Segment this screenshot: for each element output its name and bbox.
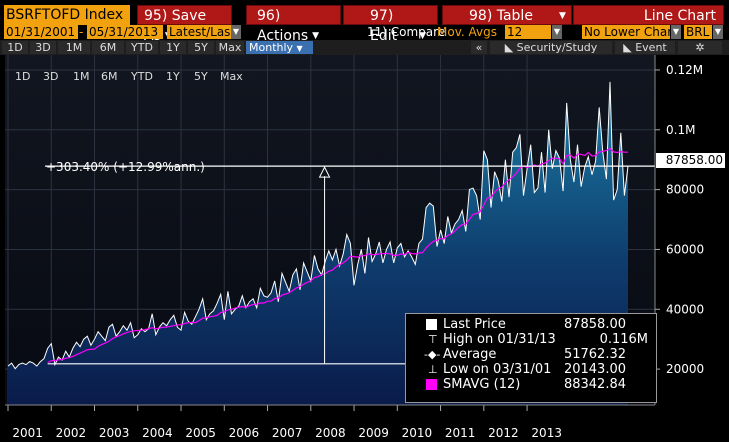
lower-chart-select[interactable]: No Lower Char: [582, 25, 670, 39]
chart-range-1m-button[interactable]: 1M: [73, 70, 90, 83]
legend-last-price-label: Last Price: [443, 317, 506, 332]
range-3d-button[interactable]: 3D: [30, 41, 56, 54]
x-tick-label: 2013: [531, 426, 562, 440]
y-tick-label: 20000: [666, 362, 704, 376]
range-1d-button[interactable]: 1D: [2, 41, 28, 54]
start-date-field[interactable]: 01/31/2001: [4, 25, 78, 39]
x-tick-label: 2012: [488, 426, 519, 440]
tool-icon: ◣: [504, 41, 514, 54]
chart-range-3d-button[interactable]: 3D: [43, 70, 59, 83]
periodicity-select[interactable]: Monthly ▼: [246, 41, 313, 54]
legend: Last Price 87858.00 ⊤ High on 01/31/13 0…: [405, 313, 657, 403]
y-axis: 20000 40000 60000 80000 0.1M 0.12M: [655, 63, 704, 376]
y-tick-label: 0.12M: [666, 63, 703, 77]
chart-range-max-button[interactable]: Max: [220, 70, 243, 83]
period-field[interactable]: 12: [505, 25, 551, 39]
end-date-field[interactable]: 05/31/2013: [87, 25, 163, 39]
nav-back-button[interactable]: «: [471, 41, 487, 54]
chart-range-1d-button[interactable]: 1D: [15, 70, 31, 83]
chart-range-5y-button[interactable]: 5Y: [194, 70, 208, 83]
chart-range-1y-button[interactable]: 1Y: [166, 70, 180, 83]
range-ytd-button[interactable]: YTD: [126, 41, 158, 54]
chart-range-ytd-button[interactable]: YTD: [131, 70, 153, 83]
low-marker-icon: ⊥: [428, 363, 438, 376]
chevron-down-icon[interactable]: ▼: [552, 25, 562, 39]
table-button[interactable]: 98) Table ▼: [442, 5, 572, 25]
x-tick-label: 2007: [272, 426, 303, 440]
event-button[interactable]: ◣ Event: [615, 41, 675, 54]
chevron-down-icon: ▼: [312, 31, 320, 41]
chevron-down-icon: ▼: [296, 44, 303, 53]
range-5y-button[interactable]: 5Y: [188, 41, 214, 54]
edit-button[interactable]: 97) Edit ▼: [343, 5, 438, 44]
compare-label: 11) Compare: [367, 25, 446, 39]
flag-icon: ◣: [623, 41, 632, 54]
mode-select[interactable]: Latest/Las: [167, 25, 231, 39]
x-tick-label: 2002: [56, 426, 87, 440]
price-line: [7, 81, 629, 370]
ticker-field[interactable]: BSRFTOFD Index: [4, 5, 130, 25]
x-tick-label: 2004: [142, 426, 173, 440]
legend-last-price: Last Price 87858.00: [406, 317, 656, 332]
chart-range-6m-button[interactable]: 6M: [101, 70, 118, 83]
x-tick-label: 2003: [99, 426, 130, 440]
annotation-arrow-head: [318, 165, 331, 178]
legend-low-value: 20143.00: [563, 362, 626, 377]
legend-average-label: Average: [443, 347, 497, 362]
chevron-down-icon[interactable]: ▼: [671, 25, 681, 39]
legend-smavg-value: 88342.84: [563, 377, 626, 392]
x-tick-label: 2008: [315, 426, 346, 440]
x-tick-label: 2005: [185, 426, 216, 440]
event-label: Event: [635, 41, 667, 54]
x-tick-label: 2010: [402, 426, 433, 440]
compare-value: Mov. Avgs: [437, 25, 497, 39]
legend-high-value: 0.116M: [599, 332, 648, 347]
x-tick-label: 2009: [358, 426, 389, 440]
legend-average: -◆- Average 51762.32: [406, 347, 656, 362]
legend-last-price-value: 87858.00: [563, 317, 626, 332]
legend-high: ⊤ High on 01/31/13 0.116M: [406, 332, 656, 347]
currency-select[interactable]: BRL: [684, 25, 712, 39]
x-tick-label: 2006: [229, 426, 260, 440]
range-max-button[interactable]: Max: [216, 41, 244, 54]
table-label: 98) Table: [469, 8, 533, 24]
legend-low: ⊥ Low on 03/31/01 20143.00: [406, 362, 656, 377]
average-marker-icon: -◆-: [424, 348, 441, 361]
legend-smavg: SMAVG (12) 88342.84: [406, 377, 656, 392]
last-price-swatch: [426, 319, 437, 330]
y-tick-label: 40000: [666, 302, 704, 316]
y-tick-label: 0.1M: [666, 123, 695, 137]
periodicity-label: Monthly: [249, 41, 294, 54]
x-tick-label: 2001: [12, 426, 43, 440]
save-as-button[interactable]: 95) Save As▼: [137, 5, 232, 44]
x-tick-label: 2011: [445, 426, 476, 440]
y-tick-label: 80000: [666, 183, 704, 197]
high-marker-icon: ⊤: [428, 333, 438, 346]
legend-low-label: Low on 03/31/01: [443, 362, 552, 377]
x-axis: 2001 2002 2003 2004 2005 2006 2007 2008 2009 2010…: [5, 404, 655, 440]
annotation-label: +303.40% (+12.99%ann.): [46, 160, 205, 174]
actions-button[interactable]: 96) Actions ▼: [246, 5, 341, 44]
smavg-swatch: [426, 379, 437, 390]
chevron-down-icon[interactable]: ▼: [713, 25, 723, 39]
range-1m-button[interactable]: 1M: [58, 41, 90, 54]
chart-type-button[interactable]: Line Chart: [573, 5, 724, 25]
chevron-down-icon: ▼: [558, 11, 566, 21]
settings-button[interactable]: ✲: [678, 41, 722, 54]
last-price-flag: 87858.00: [656, 153, 725, 168]
chevron-down-icon: ▼: [419, 31, 427, 41]
legend-average-value: 51762.32: [563, 347, 626, 362]
security-study-button[interactable]: ◣ Security/Study: [490, 41, 612, 54]
security-study-label: Security/Study: [516, 41, 598, 54]
y-tick-label: 60000: [666, 242, 704, 256]
legend-smavg-label: SMAVG (12): [443, 377, 521, 392]
date-separator: -: [79, 25, 84, 39]
actions-label: 96) Actions: [257, 8, 309, 44]
legend-high-label: High on 01/31/13: [443, 332, 556, 347]
gear-icon: ✲: [695, 41, 705, 54]
range-6m-button[interactable]: 6M: [92, 41, 124, 54]
chevron-down-icon[interactable]: ▼: [231, 25, 241, 39]
range-1y-button[interactable]: 1Y: [160, 41, 186, 54]
